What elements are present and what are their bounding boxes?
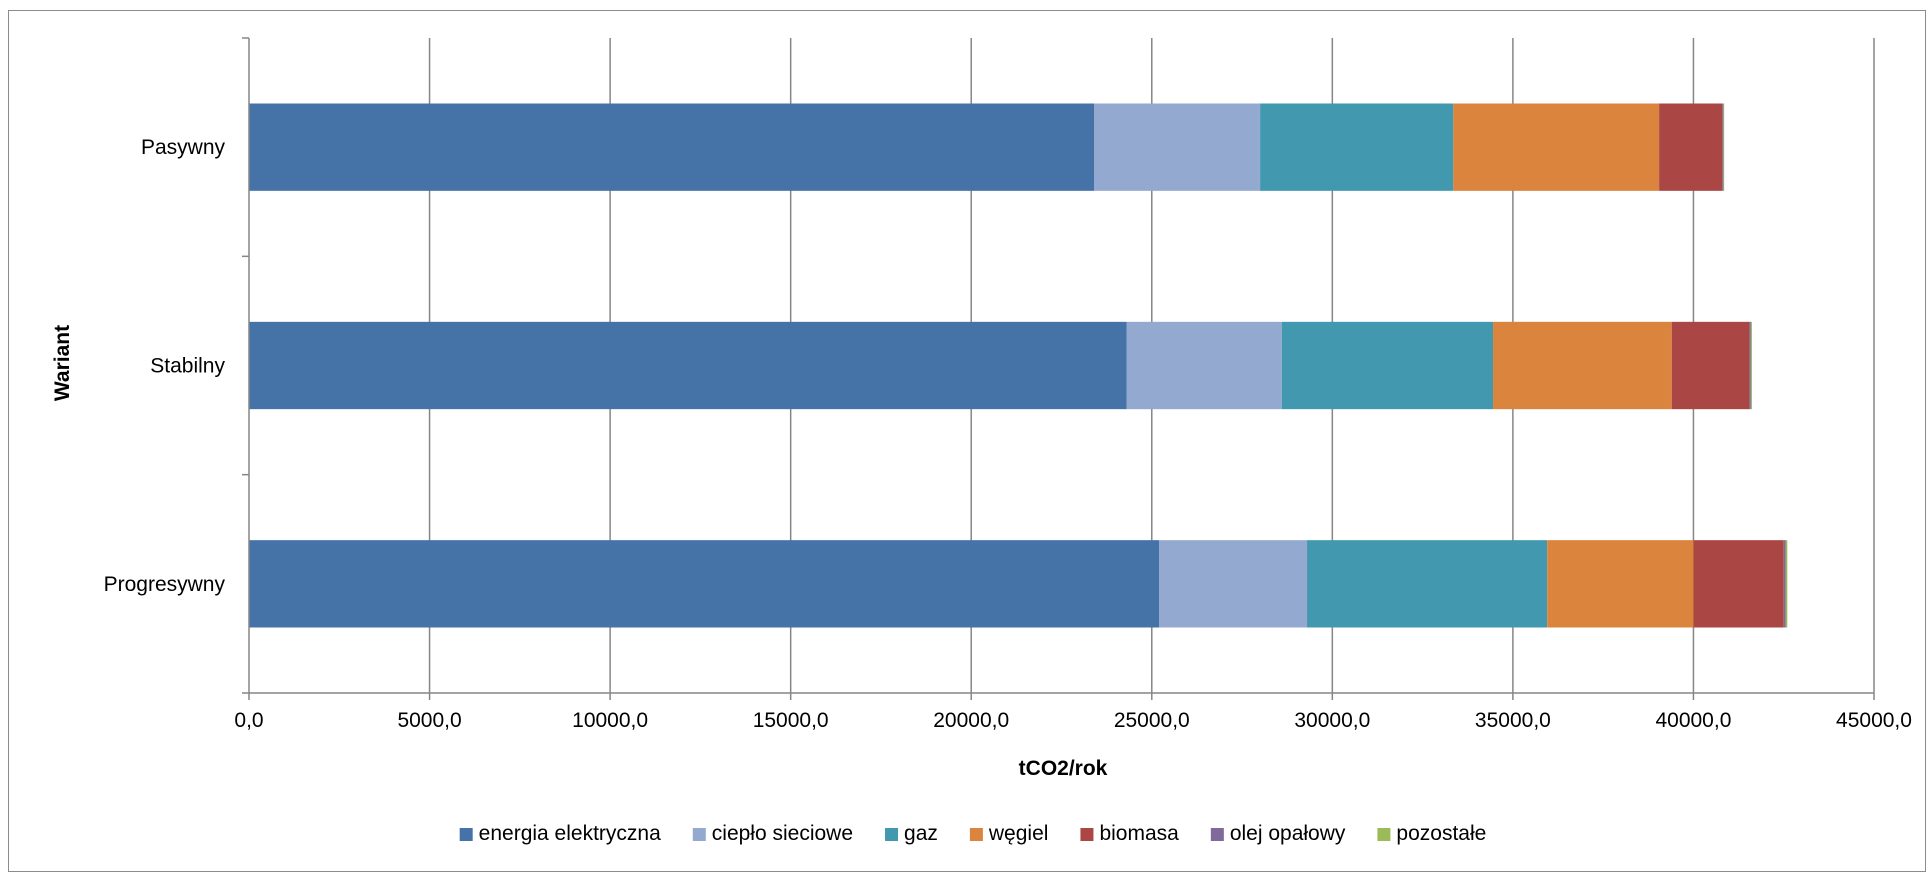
legend-entry: ciepło sieciowe [712, 822, 853, 845]
bar-segment [1094, 103, 1261, 191]
legend-swatch [1210, 828, 1224, 841]
bar-segment [1493, 321, 1672, 410]
x-tick-label: 25000,0 [1114, 709, 1190, 732]
labels: tCO2/rok Wariant [51, 325, 1108, 780]
bar-segment [1453, 103, 1660, 191]
legend: energia elektryczna ciepło sieciowe gaz węg… [459, 822, 1486, 845]
legend-entry: pozostałe [1396, 822, 1486, 845]
y-tick-label: Stabilny [150, 355, 225, 378]
legend-swatch [459, 828, 473, 841]
legend-swatch [1377, 828, 1391, 841]
legend-entry: biomasa [1099, 822, 1179, 845]
y-axis-title: Wariant [51, 325, 74, 401]
bar-segment [1659, 103, 1723, 191]
bar-segment [249, 103, 1094, 191]
bar-segment [249, 321, 1127, 410]
x-tick-label: 45000,0 [1836, 709, 1912, 732]
bar-segment [1547, 540, 1694, 628]
legend-entry: gaz [904, 822, 938, 845]
axes: 0,0 5000,0 10000,0 15000,0 20000,0 25000,0 300… [104, 37, 1912, 732]
bar-segment [1260, 103, 1454, 191]
x-tick-label: 5000,0 [397, 709, 461, 732]
x-tick-label: 0,0 [234, 709, 263, 732]
bar-segment [1785, 540, 1788, 628]
bar-segment [1750, 321, 1752, 410]
x-tick-label: 20000,0 [933, 709, 1009, 732]
bars [249, 103, 1788, 628]
bar-segment [1749, 321, 1751, 410]
bar-segment [249, 540, 1159, 628]
y-tick-label: Pasywny [141, 136, 226, 159]
legend-entry: olej opałowy [1230, 822, 1346, 845]
bar-segment [1723, 103, 1725, 191]
bar-segment [1281, 321, 1494, 410]
bar-segment [1783, 540, 1786, 628]
bar-segment [1693, 540, 1784, 628]
bar-segment [1126, 321, 1282, 410]
legend-swatch [1080, 828, 1094, 841]
x-tick-label: 30000,0 [1294, 709, 1370, 732]
x-tick-label: 10000,0 [572, 709, 648, 732]
y-tick-label: Progresywny [104, 573, 226, 596]
bar-segment [1307, 540, 1548, 628]
legend-swatch [692, 828, 706, 841]
x-tick-label: 15000,0 [753, 709, 829, 732]
legend-swatch [885, 828, 899, 841]
bar-segment [1671, 321, 1750, 410]
x-tick-label: 35000,0 [1475, 709, 1551, 732]
x-tick-label: 40000,0 [1655, 709, 1731, 732]
legend-entry: energia elektryczna [479, 822, 661, 845]
x-axis-title: tCO2/rok [1019, 757, 1108, 780]
bar-segment [1722, 103, 1724, 191]
legend-entry: węgiel [988, 822, 1049, 845]
legend-swatch [969, 828, 983, 841]
bar-segment [1159, 540, 1308, 628]
